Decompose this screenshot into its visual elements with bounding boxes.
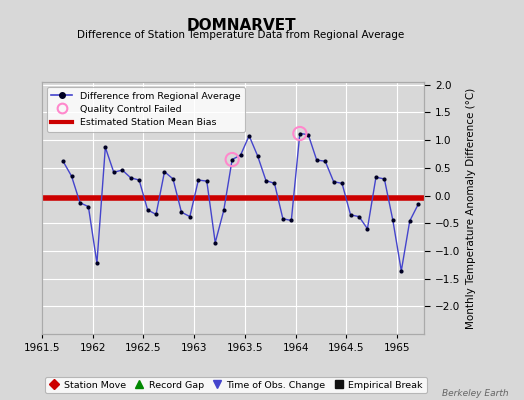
Point — [338, 180, 346, 186]
Point — [110, 169, 118, 176]
Y-axis label: Monthly Temperature Anomaly Difference (°C): Monthly Temperature Anomaly Difference (… — [466, 87, 476, 329]
Point — [76, 200, 84, 206]
Text: DOMNARVET: DOMNARVET — [186, 18, 296, 33]
Point — [245, 132, 253, 139]
Point — [135, 177, 144, 183]
Point — [144, 207, 152, 213]
Point — [414, 201, 422, 208]
Point — [101, 144, 110, 150]
Point — [185, 213, 194, 220]
Point — [372, 174, 380, 180]
Point — [59, 158, 67, 164]
Point — [330, 178, 338, 185]
Point — [321, 158, 330, 164]
Point — [126, 175, 135, 181]
Point — [68, 173, 76, 179]
Point — [177, 209, 185, 215]
Point — [253, 152, 261, 159]
Point — [203, 178, 211, 184]
Point — [236, 152, 245, 158]
Point — [296, 130, 304, 137]
Point — [346, 212, 355, 218]
Point — [152, 211, 160, 218]
Point — [84, 204, 93, 210]
Point — [270, 180, 279, 186]
Point — [228, 156, 236, 163]
Legend: Station Move, Record Gap, Time of Obs. Change, Empirical Break: Station Move, Record Gap, Time of Obs. C… — [45, 377, 427, 393]
Point — [160, 168, 169, 175]
Text: Difference of Station Temperature Data from Regional Average: Difference of Station Temperature Data f… — [78, 30, 405, 40]
Point — [228, 156, 236, 163]
Legend: Difference from Regional Average, Quality Control Failed, Estimated Station Mean: Difference from Regional Average, Qualit… — [47, 87, 245, 132]
Point — [296, 130, 304, 137]
Point — [220, 207, 228, 214]
Point — [118, 167, 126, 173]
Point — [406, 218, 414, 224]
Point — [279, 216, 287, 222]
Point — [211, 240, 220, 246]
Text: Berkeley Earth: Berkeley Earth — [442, 389, 508, 398]
Point — [304, 132, 312, 138]
Point — [169, 176, 177, 182]
Point — [363, 226, 372, 232]
Point — [355, 213, 363, 220]
Point — [380, 176, 389, 182]
Point — [93, 260, 101, 266]
Point — [312, 157, 321, 163]
Point — [287, 217, 296, 224]
Point — [389, 217, 397, 223]
Point — [397, 268, 406, 274]
Point — [194, 177, 203, 183]
Point — [262, 177, 270, 184]
